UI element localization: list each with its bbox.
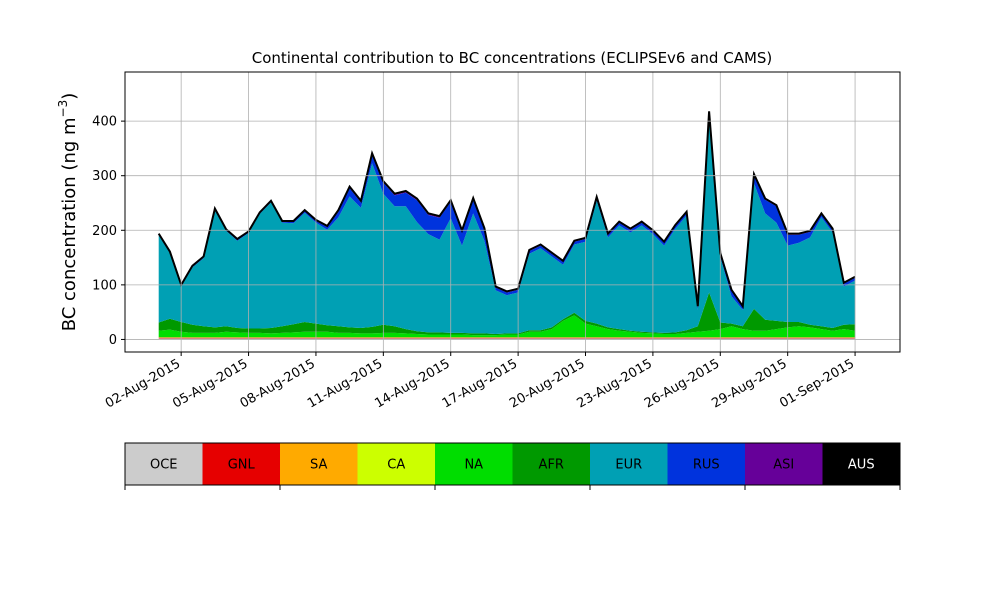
legend-swatch-aus — [822, 443, 900, 485]
legend-label-afr: AFR — [539, 458, 564, 473]
x-tick-label: 23-Aug-2015 — [575, 356, 655, 411]
legend-label-gnl: GNL — [228, 458, 256, 473]
y-tick-label: 300 — [92, 169, 117, 184]
legend-swatch-eur — [590, 443, 668, 485]
area-gnl — [158, 337, 856, 339]
legend-swatch-afr — [512, 443, 590, 485]
area-na — [158, 315, 856, 338]
x-axis-ticks: 02-Aug-201505-Aug-201508-Aug-201511-Aug-… — [103, 352, 857, 412]
legend-frame — [124, 442, 901, 486]
y-axis-label-exponent: −3 — [56, 100, 70, 118]
x-tick-label: 01-Sep-2015 — [777, 356, 857, 411]
y-tick-label: 0 — [109, 333, 117, 348]
grid — [125, 72, 900, 352]
legend-label-sa: SA — [310, 458, 327, 473]
legend-swatch-rus — [667, 443, 745, 485]
y-tick-label: 200 — [92, 224, 117, 239]
legend-label-asi: ASI — [773, 458, 794, 473]
legend-swatch-gnl — [202, 443, 280, 485]
y-axis-label: BC concentration (ng m−3) — [56, 93, 80, 332]
legend-label-eur: EUR — [615, 458, 642, 473]
y-axis-label-main: BC concentration (ng m — [59, 117, 80, 331]
x-tick-label: 02-Aug-2015 — [103, 356, 183, 411]
legend-swatch-na — [435, 443, 513, 485]
legend-label-ca: CA — [387, 458, 405, 473]
legend-colorbar: OCE GNL SA CA NA AFR EUR RUS ASI AUS — [124, 442, 901, 490]
x-tick-label: 26-Aug-2015 — [642, 356, 722, 411]
x-tick-label: 29-Aug-2015 — [709, 356, 789, 411]
area-eur — [158, 115, 856, 334]
plot-area — [124, 71, 901, 353]
y-axis-label-close: ) — [59, 93, 80, 100]
x-tick-label: 17-Aug-2015 — [440, 356, 520, 411]
legend-swatch-sa — [280, 443, 358, 485]
legend-label-aus: AUS — [848, 458, 875, 473]
total-line — [157, 111, 856, 310]
legend-label-oce: OCE — [150, 458, 178, 473]
x-tick-label: 11-Aug-2015 — [305, 356, 385, 411]
area-afr — [158, 292, 856, 336]
x-tick-label: 14-Aug-2015 — [372, 356, 452, 411]
y-axis-ticks: 0 100 200 300 400 — [92, 115, 125, 348]
legend-swatch-asi — [745, 443, 823, 485]
area-sa — [158, 337, 856, 338]
x-tick-label: 08-Aug-2015 — [238, 356, 318, 411]
plot-frame — [124, 71, 901, 353]
y-tick-label: 100 — [92, 278, 117, 293]
legend-label-rus: RUS — [693, 458, 720, 473]
x-tick-label: 20-Aug-2015 — [507, 356, 587, 411]
chart-title: Continental contribution to BC concentra… — [252, 49, 773, 67]
x-tick-label: 05-Aug-2015 — [170, 356, 250, 411]
legend-label-na: NA — [464, 458, 483, 473]
legend-swatch-oce — [125, 443, 203, 485]
legend-swatch-ca — [357, 443, 435, 485]
y-tick-label: 400 — [92, 115, 117, 130]
